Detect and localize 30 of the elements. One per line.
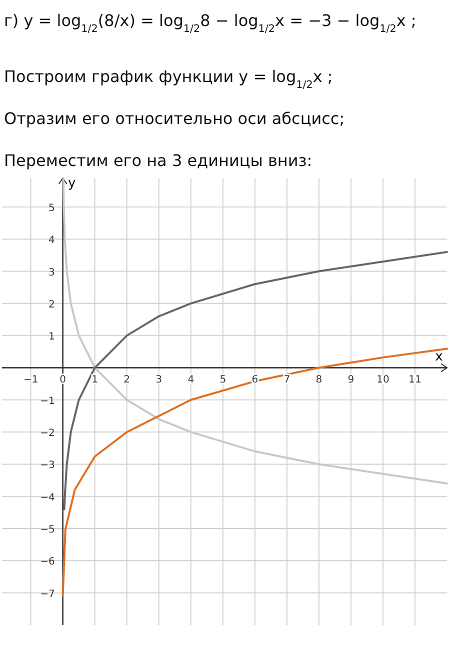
x-tick-label: −1 xyxy=(23,374,38,386)
text: Отразим его относительно оси абсцисс; xyxy=(4,109,345,128)
x-tick-label: 8 xyxy=(316,374,322,386)
x-tick-label: 7 xyxy=(284,374,290,386)
x-tick-label: 1 xyxy=(92,374,98,386)
x-tick-label: 2 xyxy=(124,374,130,386)
text: Построим график функции y = log$_{1/2}$x ; xyxy=(4,67,333,91)
x-axis-title: x xyxy=(435,350,444,365)
y-tick-label: 2 xyxy=(48,299,55,310)
y-tick-label: −6 xyxy=(40,556,55,568)
y-axis-title: y xyxy=(68,176,76,191)
y-tick-label: 4 xyxy=(48,235,55,246)
x-tick-label: 10 xyxy=(376,374,390,386)
chart-title: г) y = log$_{1/2}$(8/x) = log$_{1/2}$8 − log$_{1/2}$x = −3 − log$_{1/2}$x ; xyxy=(4,11,416,35)
line-series xyxy=(62,348,448,596)
x-tick-label: 11 xyxy=(408,374,422,386)
x-tick-label: 3 xyxy=(156,374,162,386)
y-tick-label: −7 xyxy=(40,588,55,600)
y-tick-label: 5 xyxy=(48,202,55,214)
y-tick-label: −2 xyxy=(40,428,55,440)
y-tick-label: −1 xyxy=(40,396,55,407)
y-tick-label: 1 xyxy=(48,332,55,343)
y-tick-label: −4 xyxy=(40,492,55,504)
y-tick-label: 3 xyxy=(48,267,55,278)
x-tick-label: 5 xyxy=(220,374,226,386)
x-tick-label: 4 xyxy=(188,374,194,386)
x-tick-label: 9 xyxy=(348,374,354,386)
text: Переместим его на 3 единицы вниз: xyxy=(4,151,312,170)
y-tick-label: −5 xyxy=(40,524,55,536)
y-tick-label: −3 xyxy=(40,460,55,472)
